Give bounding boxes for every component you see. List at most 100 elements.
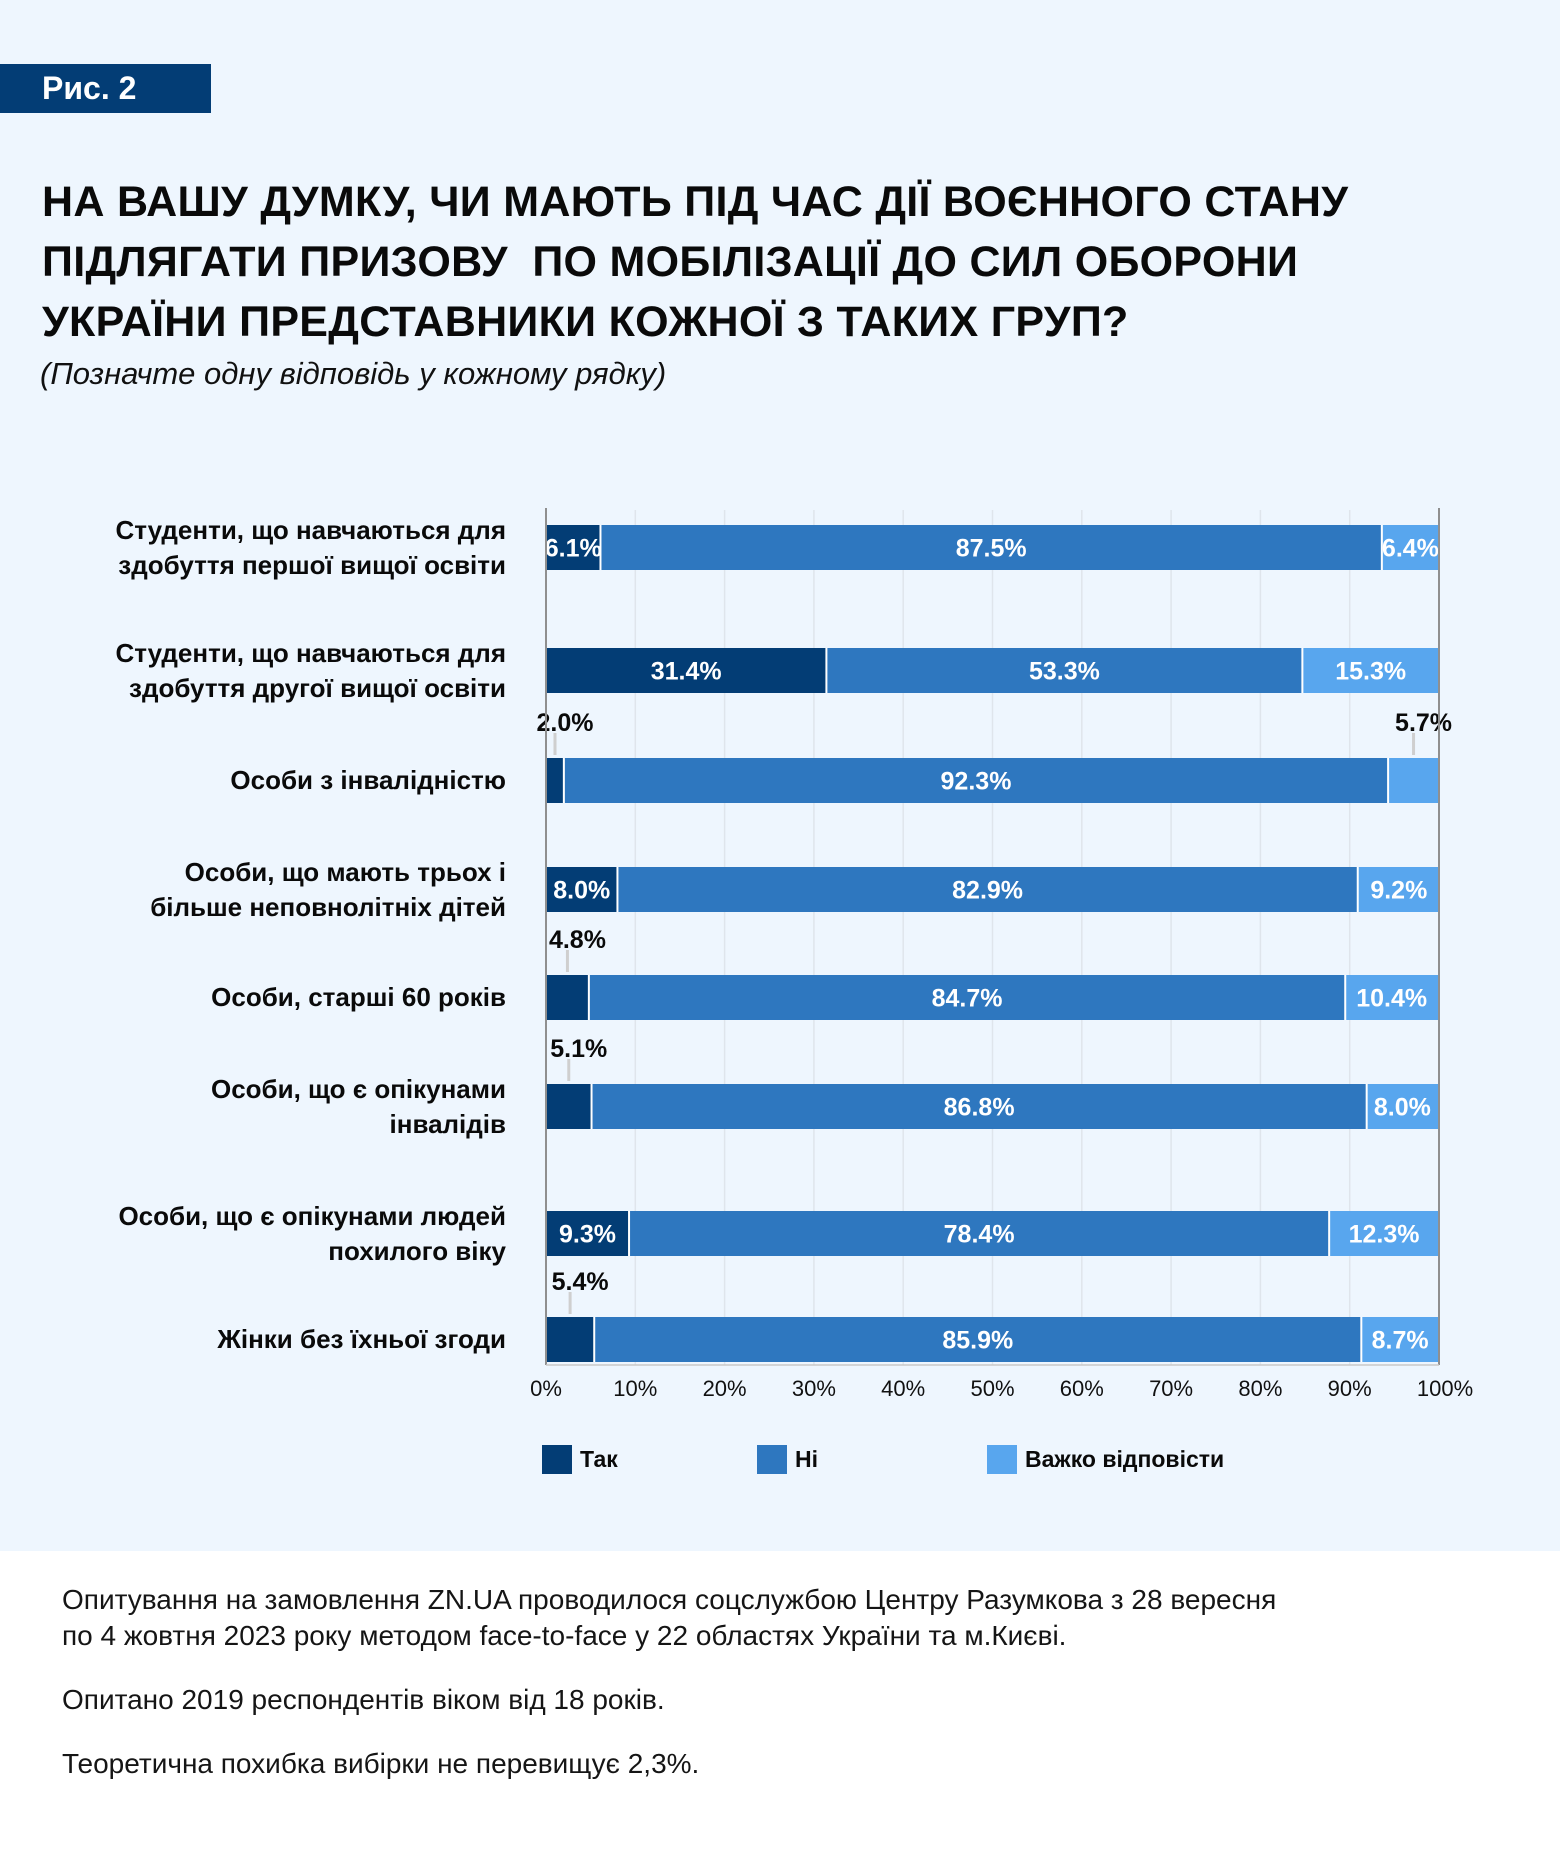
legend-item-yes: Так [542,1445,618,1474]
category-label: Студенти, що навчаються для здобуття друг… [6,636,506,706]
category-label-line: Студенти, що навчаються для [115,637,506,668]
category-label-line: Особи з інвалідністю [230,765,506,795]
chart-title-line: НА ВАШУ ДУМКУ, ЧИ МАЮТЬ ПІД ЧАС ДІЇ ВОЄН… [42,178,1349,226]
legend-swatch-yes [542,1445,572,1474]
survey-method-line-1: Опитування на замовлення ZN.UA проводило… [62,1584,1277,1615]
bar-segment-yes [546,975,589,1020]
bar-segment-yes [546,1084,592,1129]
data-label: 92.3% [941,768,1012,796]
category-label-line: здобуття першої вищої освіти [118,549,506,580]
bar-segment-no [629,1211,1330,1256]
bar-segment-hard [1345,975,1439,1020]
category-label: Особи, старші 60 років [6,980,506,1015]
bar-segment-hard [1388,758,1439,803]
x-tick-label: 30% [792,1376,836,1401]
bar-segment-yes [546,1317,595,1362]
data-label: 4.8% [549,926,606,954]
chart-title-line: УКРАЇНИ ПРЕДСТАВНИКИ КОЖНОЇ З ТАКИХ ГРУП… [42,298,1129,346]
legend-swatch-hard [987,1445,1017,1474]
chart-title-line: ПІДЛЯГАТИ ПРИЗОВУ ПО МОБІЛІЗАЦІЇ ДО СИЛ … [42,238,1299,286]
margin-of-error-note: Теоретична похибка вибірки не перевищує … [62,1748,700,1779]
x-tick-label: 80% [1238,1376,1282,1401]
data-label: 9.3% [559,1221,616,1249]
data-label: 6.1% [545,535,602,563]
data-label: 5.4% [552,1268,609,1296]
category-label-line: похилого віку [328,1235,506,1266]
bar-segment-hard [1357,867,1440,912]
category-label-line: інвалідів [389,1108,506,1139]
bar-segment-no [563,758,1389,803]
legend-label-hard: Важко відповісти [1025,1446,1225,1472]
bar-segment-no [594,1317,1362,1362]
bar-segment-yes [546,758,564,803]
category-label: Особи, що є опікунами людей похилого віку [6,1199,506,1269]
category-label: Особи, що є опікунами інвалідів [6,1072,506,1142]
x-tick-label: 40% [881,1376,925,1401]
bar-segment-yes [546,525,601,570]
data-label: 84.7% [932,985,1003,1013]
x-tick-label: 100% [1417,1376,1473,1401]
legend-item-no: Ні [757,1445,818,1474]
category-label-line: більше неповнолітніх дітей [150,891,506,922]
category-label-line: Студенти, що навчаються для [115,514,506,545]
data-label: 9.2% [1370,877,1427,905]
category-label-line: Особи, що є опікунами людей [118,1200,506,1231]
bar-segment-hard [1329,1211,1439,1256]
category-label: Жінки без їхньої згоди [6,1322,506,1357]
figure-badge: Рис. 2 [0,64,211,113]
chart-title: НА ВАШУ ДУМКУ, ЧИ МАЮТЬ ПІД ЧАС ДІЇ ВОЄН… [42,172,1482,352]
bar-segment-no [826,648,1303,693]
data-label: 5.1% [550,1035,607,1063]
legend-item-hard: Важко відповісти [987,1445,1224,1474]
data-label: 8.0% [553,877,610,905]
stacked-bar-chart: 0% 10% 20% 30% 40% 50% 60% 70% 80% 90% 100% 6.1% 87.… [530,508,1473,1401]
x-tick-label: 20% [703,1376,747,1401]
x-tick-label: 0% [530,1376,562,1401]
category-label-line: здобуття другої вищої освіти [129,672,506,703]
bar-segment-no [591,1084,1367,1129]
category-label-line: Особи, старші 60 років [211,982,506,1012]
bar-segment-hard [1366,1084,1439,1129]
x-tick-label: 60% [1060,1376,1104,1401]
bar-segment-yes [546,1211,630,1256]
legend-swatch-no [757,1445,787,1474]
data-label: 12.3% [1349,1221,1420,1249]
bar-segment-no [600,525,1382,570]
figure-number: Рис. 2 [42,70,137,106]
category-label: Студенти, що навчаються для здобуття перш… [6,513,506,583]
bar-segment-hard [1361,1317,1439,1362]
data-label: 8.0% [1374,1094,1431,1122]
category-label: Особи з інвалідністю [6,763,506,798]
data-label: 78.4% [944,1221,1015,1249]
data-label: 31.4% [651,658,722,686]
data-label: 85.9% [942,1327,1013,1355]
survey-notes: Опитування на замовлення ZN.UA проводило… [62,1582,1532,1810]
x-tick-label: 50% [970,1376,1014,1401]
data-label: 53.3% [1029,658,1100,686]
x-tick-label: 90% [1328,1376,1372,1401]
bar-segment-hard [1381,525,1439,570]
data-label: 87.5% [956,535,1027,563]
data-label: 5.7% [1395,709,1452,737]
bar-segment-hard [1302,648,1439,693]
x-tick-label: 10% [613,1376,657,1401]
bar-segment-yes [546,648,827,693]
legend-label-yes: Так [580,1446,618,1472]
category-label-line: Жінки без їхньої згоди [217,1324,506,1354]
sample-size-note: Опитано 2019 респондентів віком від 18 р… [62,1684,665,1715]
data-label: 10.4% [1356,985,1427,1013]
x-tick-label: 70% [1149,1376,1193,1401]
data-label: 8.7% [1372,1327,1429,1355]
bar-segment-no [588,975,1346,1020]
data-label: 82.9% [952,877,1023,905]
bar-segment-no [617,867,1358,912]
category-label: Особи, що мають трьох і більше неповноліт… [6,855,506,925]
survey-method-line-2: по 4 жовтня 2023 року методом face-to-fa… [62,1620,1067,1651]
legend-label-no: Ні [795,1446,818,1472]
data-label: 6.4% [1382,535,1439,563]
survey-method-note: Опитування на замовлення ZN.UA проводило… [62,1582,1532,1654]
chart-subtitle: (Позначте одну відповідь у кожному рядку… [40,356,667,391]
data-label: 86.8% [944,1094,1015,1122]
bar-segment-yes [546,867,618,912]
category-label-line: Особи, що мають трьох і [184,856,506,887]
